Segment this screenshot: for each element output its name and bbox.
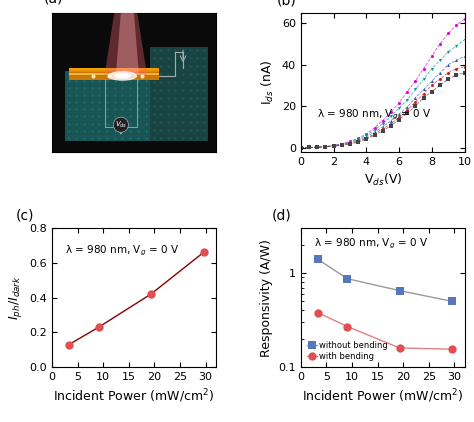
Polygon shape <box>65 71 203 141</box>
Polygon shape <box>69 77 158 78</box>
Polygon shape <box>69 73 158 74</box>
without bending <box>315 257 320 262</box>
Polygon shape <box>69 75 158 77</box>
Polygon shape <box>104 13 147 75</box>
Polygon shape <box>69 72 158 80</box>
Ellipse shape <box>114 73 131 78</box>
with bending <box>315 310 320 315</box>
Polygon shape <box>150 47 208 141</box>
Line: with bending: with bending <box>314 308 456 353</box>
with bending <box>397 345 402 350</box>
Polygon shape <box>69 70 158 71</box>
Legend:  <box>305 17 308 20</box>
Text: (a): (a) <box>44 0 64 6</box>
without bending <box>345 276 350 281</box>
Text: (d): (d) <box>272 208 291 222</box>
with bending <box>345 324 350 329</box>
without bending <box>397 288 402 293</box>
Text: (c): (c) <box>16 208 35 222</box>
without bending <box>449 299 455 304</box>
Y-axis label: I$_{ds}$ (nA): I$_{ds}$ (nA) <box>260 60 276 105</box>
Text: λ = 980 nm, V$_g$ = 0 V: λ = 980 nm, V$_g$ = 0 V <box>314 237 428 251</box>
Polygon shape <box>69 73 158 75</box>
Text: $V_{ds}$: $V_{ds}$ <box>115 120 127 130</box>
X-axis label: Incident Power (mW/cm$^2$): Incident Power (mW/cm$^2$) <box>302 387 463 405</box>
Polygon shape <box>69 78 158 79</box>
with bending <box>449 347 455 352</box>
Polygon shape <box>69 68 158 70</box>
Text: λ = 980 nm, V$_g$ = 0 V: λ = 980 nm, V$_g$ = 0 V <box>65 243 179 258</box>
X-axis label: Incident Power (mW/cm$^2$): Incident Power (mW/cm$^2$) <box>54 387 215 405</box>
Polygon shape <box>116 13 139 74</box>
Polygon shape <box>69 74 158 75</box>
Line: without bending: without bending <box>314 255 456 306</box>
Polygon shape <box>69 71 158 73</box>
Y-axis label: Responsivity (A/W): Responsivity (A/W) <box>260 239 273 357</box>
Text: (b): (b) <box>276 0 296 7</box>
Ellipse shape <box>108 71 137 81</box>
X-axis label: V$_{ds}$(V): V$_{ds}$(V) <box>364 172 402 188</box>
Y-axis label: $I_{ph}/I_{dark}$: $I_{ph}/I_{dark}$ <box>7 275 24 320</box>
Legend: without bending, with bending: without bending, with bending <box>305 339 390 363</box>
Text: λ = 980 nm, V$_g$ = 0 V: λ = 980 nm, V$_g$ = 0 V <box>317 107 431 122</box>
